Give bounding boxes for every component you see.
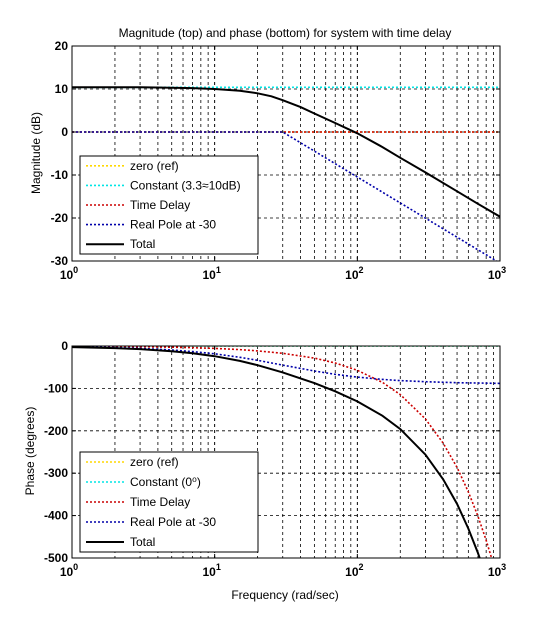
chart-title: Magnitude (top) and phase (bottom) for s…: [119, 26, 452, 40]
series-group: [72, 346, 500, 558]
y-tick-label: 0: [61, 125, 68, 139]
legend-label: Real Pole at -30: [130, 515, 216, 529]
x-tick-label: 102: [345, 265, 363, 282]
y-tick-label: -100: [44, 381, 68, 395]
legend-label: Time Delay: [130, 495, 190, 509]
y-tick-label: -10: [51, 168, 69, 182]
y-tick-label: -200: [44, 424, 68, 438]
y-tick-label: -500: [44, 551, 68, 565]
y-tick-label: -300: [44, 466, 68, 480]
y-tick-label: -20: [51, 211, 69, 225]
legend: zero (ref) Constant (0⁰) Time Delay Real Po…: [79, 451, 259, 553]
x-tick-label: 100: [60, 265, 78, 282]
legend-box: [79, 451, 259, 553]
axes-box: [71, 45, 501, 262]
legend-box: [79, 155, 259, 255]
legend: zero (ref) Constant (3.3≈10dB) Time Delay R…: [79, 155, 259, 255]
y-tick-label: -30: [51, 254, 69, 268]
magnitude-ylabel: Magnitude (dB): [29, 112, 43, 194]
y-tick-label: -400: [44, 509, 68, 523]
series-line-real-pole-at-30: [72, 346, 500, 385]
phase-ylabel: Phase (degrees): [23, 407, 37, 496]
legend-label: zero (ref): [130, 159, 179, 173]
legend-label: Constant (3.3≈10dB): [130, 178, 241, 192]
y-tick-label: 0: [61, 339, 68, 353]
x-tick-label: 100: [60, 562, 78, 579]
legend-label: Constant (0⁰): [130, 475, 201, 489]
y-tick-label: 20: [55, 39, 69, 53]
series-line-time-delay: [72, 346, 493, 558]
legend-label: zero (ref): [130, 455, 179, 469]
series-group: [72, 86, 500, 261]
series-line-total: [72, 86, 500, 218]
legend-label: Time Delay: [130, 198, 190, 212]
series-line-total: [72, 346, 481, 558]
phase-xlabel: Frequency (rad/sec): [231, 588, 338, 602]
x-tick-label: 103: [488, 265, 506, 282]
x-tick-label: 101: [202, 265, 220, 282]
x-tick-label: 103: [488, 562, 506, 579]
legend-label: Real Pole at -30: [130, 218, 216, 232]
x-tick-label: 101: [202, 562, 220, 579]
legend-label: Total: [130, 237, 155, 251]
y-tick-label: 10: [55, 82, 69, 96]
x-tick-label: 102: [345, 562, 363, 579]
legend-label: Total: [130, 535, 155, 549]
axes-box: [71, 345, 501, 559]
